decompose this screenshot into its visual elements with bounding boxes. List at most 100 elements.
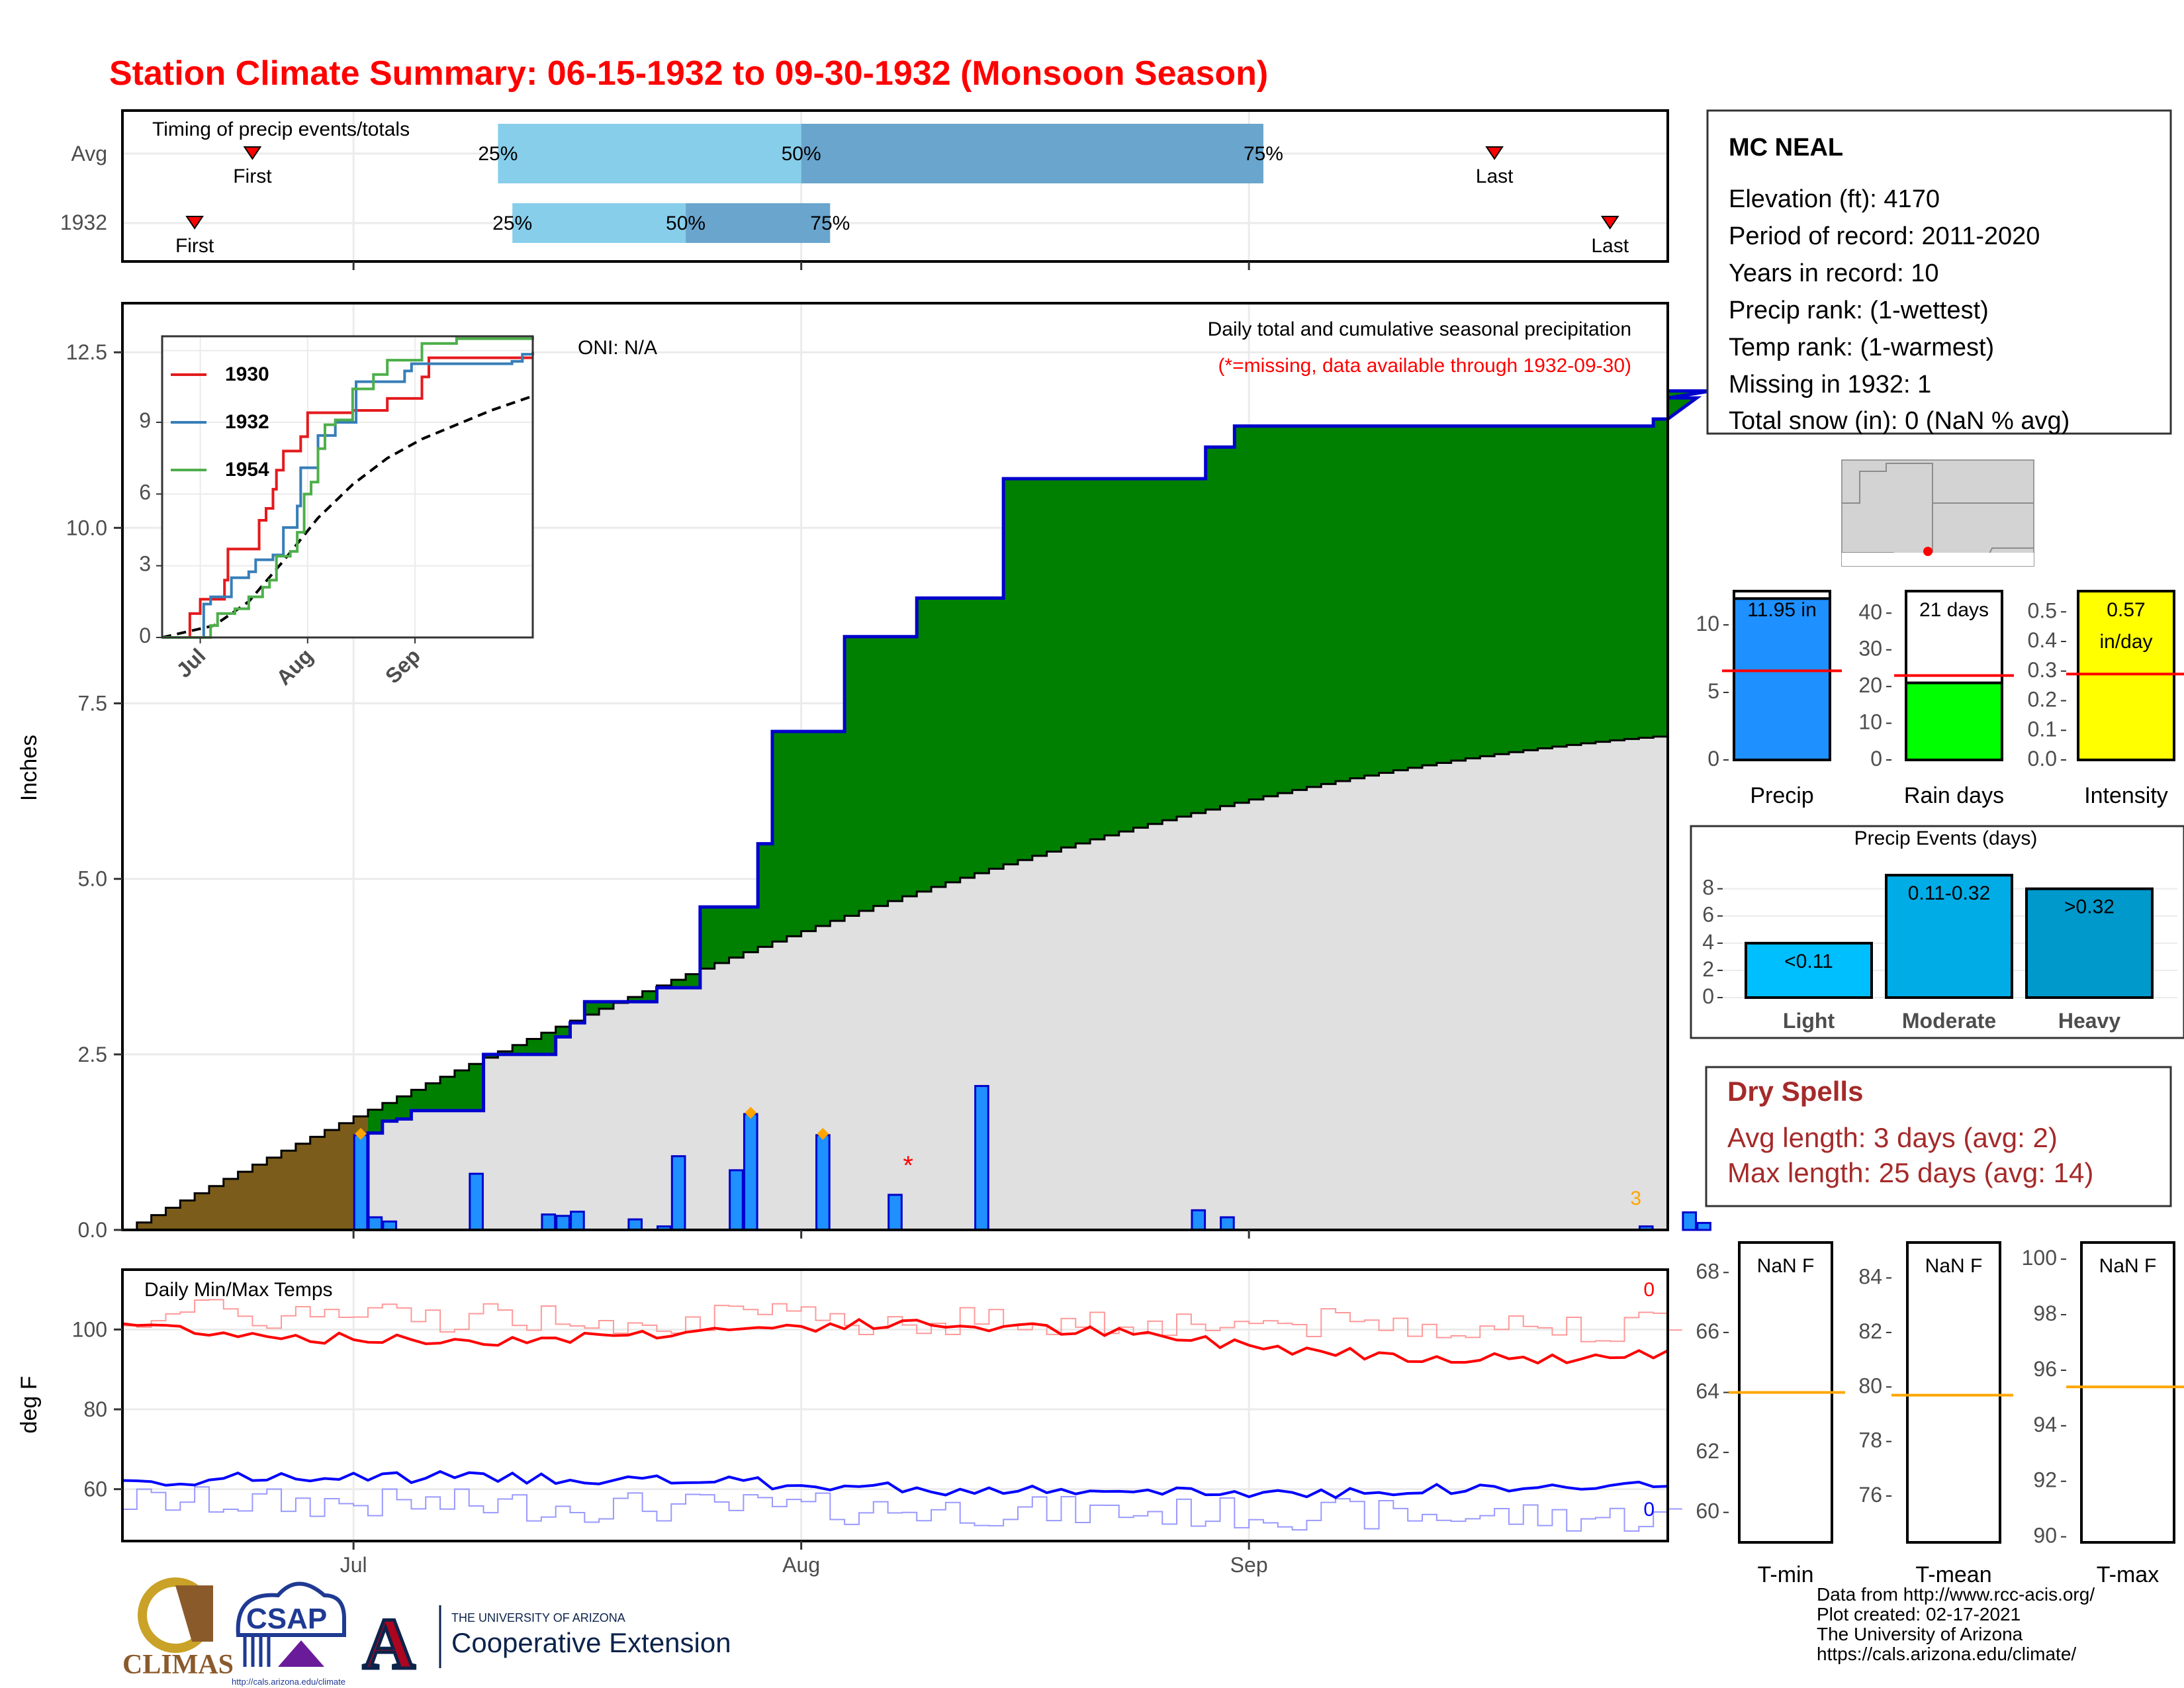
temp-summary-y-tick-label: 66 [1696, 1319, 1719, 1343]
csap-wordmark: CSAP [246, 1603, 327, 1635]
daily-precip-bar [1682, 1211, 1698, 1231]
ua-block-a-icon: A [363, 1603, 415, 1684]
precip-y-tick-label: 10.0 [66, 516, 107, 539]
temp-summary-frame [2080, 1241, 2175, 1544]
summary-bar-label-2: in/day [2099, 631, 2152, 653]
timing-frame [121, 109, 1669, 263]
timing-bar-q2 [686, 203, 831, 243]
oni-label: ONI: N/A [578, 337, 657, 359]
temperature-summary-panels: 60 62 64 66 68 NaN F T-min 76 78 80 82 84 NaN F T-mea… [1696, 1241, 2184, 1587]
temp-summary-y-tick-label: 68 [1696, 1259, 1719, 1283]
temp-summary-y-tick-label: 82 [1858, 1319, 1882, 1343]
csap-url: http://cals.arizona.edu/climate [232, 1677, 345, 1687]
timing-label-last: Last [1591, 235, 1629, 257]
temp-summary-y-tick-label: 78 [1858, 1429, 1882, 1452]
summary-category-label: Rain days [1904, 783, 2004, 808]
events-category-label: Light [1783, 1009, 1835, 1033]
daily-precip-bar [1191, 1209, 1206, 1231]
timing-label-75: 75% [810, 212, 850, 234]
timing-label-50: 50% [666, 212, 705, 234]
daily-precip-bar [555, 1215, 570, 1231]
below-normal-area [122, 1109, 368, 1230]
summary-bar-value [1733, 597, 1831, 761]
temp-y-label: deg F [17, 1376, 42, 1434]
station-line-temp-rank: Temp rank: (1-warmest) [1729, 334, 1994, 361]
inset-frame [161, 335, 534, 639]
inset-lines [161, 336, 534, 639]
daily-precip-bar [887, 1194, 903, 1231]
timing-bar-q2 [801, 124, 1263, 183]
timing-label-first: First [233, 165, 272, 187]
summary-panel-rain-days: 0 10 20 30 40 21 days Rain days [1858, 590, 2014, 808]
events-category-label: Moderate [1902, 1009, 1996, 1033]
csap-rain-icon [243, 1635, 271, 1667]
month-tick-label: Sep [1230, 1553, 1268, 1577]
timing-panel: 25% 50% 75% First Last 25% 50% 75% First Last Tim… [60, 109, 1669, 263]
temp-missing-max: 0 [1643, 1279, 1655, 1301]
inset-line-1954 [162, 336, 534, 639]
timing-label-75: 75% [1244, 143, 1283, 165]
csap-mountain-icon [278, 1640, 324, 1667]
climas-mark-icon [175, 1585, 213, 1642]
precip-annotation-missing: (*=missing, data available through 1932-… [1218, 355, 1631, 377]
events-y-tick-label: 6 [1702, 903, 1714, 927]
ua-cooperative-extension: Cooperative Extension [451, 1627, 731, 1658]
summary-y-tick-label: 0.5 [2028, 598, 2057, 622]
summary-bar-value [1905, 681, 2003, 761]
inset-y-tick-label: 6 [139, 480, 151, 504]
dry-spells-frame [1705, 1066, 2172, 1207]
temp-summary-label: NaN F [1757, 1255, 1815, 1277]
precip-y-axis: 0.0 2.5 5.0 7.5 10.0 12.5 [66, 340, 122, 1242]
normal-precip-area [122, 731, 1668, 1230]
dry-spells-max: Max length: 25 days (avg: 14) [1727, 1157, 2093, 1188]
climas-logo: CLIMAS [122, 1577, 234, 1680]
temp-summary-y-tick-label: 62 [1696, 1439, 1719, 1463]
normal-precip-line [122, 731, 1669, 1231]
tmin-daily-line [122, 1486, 1682, 1532]
month-x-axis: Jul Aug Sep [340, 261, 1268, 1577]
summary-bar-value [2077, 590, 2175, 761]
timing-bars: 25% 50% 75% First Last 25% 50% 75% First Last [175, 124, 1629, 257]
temp-panel-bg [122, 1270, 1668, 1541]
cumulative-precip-line [366, 389, 1741, 1230]
climas-wordmark: CLIMAS [122, 1650, 234, 1680]
flagged-day-marker [745, 1107, 757, 1119]
ua-university-name: THE UNIVERSITY OF ARIZONA [451, 1611, 625, 1624]
events-y-tick-label: 2 [1702, 957, 1714, 981]
summary-bar-label: 21 days [1919, 599, 1989, 621]
temp-y-tick-label: 80 [83, 1397, 107, 1421]
daily-precip-bar [1220, 1216, 1235, 1231]
precip-y-tick-label: 12.5 [66, 340, 107, 364]
map-region [1841, 459, 2034, 567]
precip-y-tick-label: 5.0 [78, 867, 107, 891]
temp-summary-category: T-mean [1915, 1562, 1991, 1587]
events-bar-heavy [2025, 887, 2154, 1000]
month-tick-label: Jul [340, 1553, 367, 1577]
summary-y-tick-label: 5 [1707, 679, 1719, 703]
summary-y-tick-label: 40 [1858, 600, 1882, 624]
daily-precip-bar [743, 1113, 758, 1231]
summary-y-tick-label: 0.2 [2028, 688, 2057, 712]
temp-y-axis: 60 80 100 [72, 1317, 122, 1501]
timing-marker-last [1485, 146, 1504, 160]
temp-frame [121, 1268, 1669, 1542]
events-bar-label: <0.11 [1784, 951, 1833, 972]
inset-legend-label: 1954 [225, 459, 269, 481]
station-name: MC NEAL [1729, 134, 1843, 162]
logos: CLIMAS CSAP http://cals.arizona.edu/clim… [122, 1577, 731, 1687]
timing-bar-q1 [512, 203, 686, 243]
temp-summary-y-tick-label: 96 [2033, 1357, 2057, 1381]
precip-frame [121, 302, 1669, 1231]
timing-bar-q1 [498, 124, 801, 183]
events-y-tick-label: 8 [1702, 876, 1714, 900]
events-title: Precip Events (days) [1854, 827, 2038, 849]
station-line-years: Years in record: 10 [1729, 259, 1939, 287]
temp-y-tick-label: 100 [72, 1317, 107, 1341]
temp-summary-y-tick-label: 60 [1696, 1499, 1719, 1523]
events-y-tick-label: 4 [1702, 930, 1714, 954]
temp-summary-y-tick-label: 90 [2033, 1524, 2057, 1548]
summary-y-tick-label: 0.1 [2028, 717, 2057, 741]
summary-bar-label: 0.57 [2107, 599, 2145, 621]
timing-marker-first [243, 146, 262, 160]
